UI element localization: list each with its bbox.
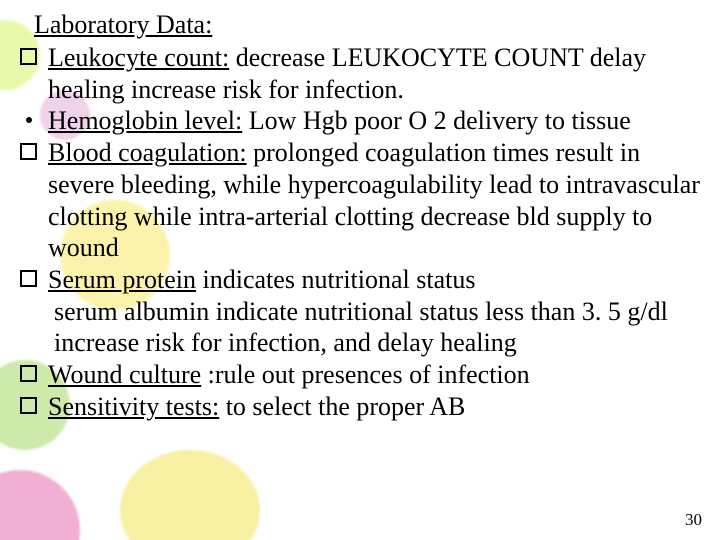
dot-bullet-icon (26, 117, 32, 123)
deco-blob (0, 470, 80, 540)
square-bullet-icon (20, 365, 37, 382)
list-item: Wound culture :rule out presences of inf… (14, 359, 702, 391)
square-bullet-icon (20, 397, 37, 414)
list-item: Sensitivity tests: to select the proper … (14, 391, 702, 423)
item-label: Blood coagulation: (48, 138, 247, 167)
slide-number: 30 (685, 510, 702, 530)
item-continuation: serum albumin indicate nutritional statu… (14, 296, 702, 359)
item-label: Serum protein (48, 265, 196, 294)
item-label: Hemoglobin level: (48, 106, 242, 135)
square-bullet-icon (20, 143, 37, 160)
list-item: Hemoglobin level: Low Hgb poor O 2 deliv… (14, 105, 702, 137)
deco-blob (120, 450, 260, 540)
item-text: to select the proper AB (219, 392, 465, 421)
bullet-list: Leukocyte count: decrease LEUKOCYTE COUN… (14, 42, 702, 423)
square-bullet-icon (20, 48, 37, 65)
item-label: Sensitivity tests: (48, 392, 219, 421)
list-item: Blood coagulation: prolonged coagulation… (14, 137, 702, 264)
list-item: Leukocyte count: decrease LEUKOCYTE COUN… (14, 42, 702, 105)
item-text: indicates nutritional status (196, 265, 475, 294)
item-label: Leukocyte count: (48, 43, 229, 72)
section-heading: Laboratory Data: (14, 10, 702, 40)
item-text: :rule out presences of infection (201, 360, 530, 389)
list-item: Serum protein indicates nutritional stat… (14, 264, 702, 296)
item-label: Wound culture (48, 360, 201, 389)
slide-content: Laboratory Data: Leukocyte count: decrea… (0, 0, 720, 423)
item-text: Low Hgb poor O 2 delivery to tissue (242, 106, 631, 135)
square-bullet-icon (20, 270, 37, 287)
